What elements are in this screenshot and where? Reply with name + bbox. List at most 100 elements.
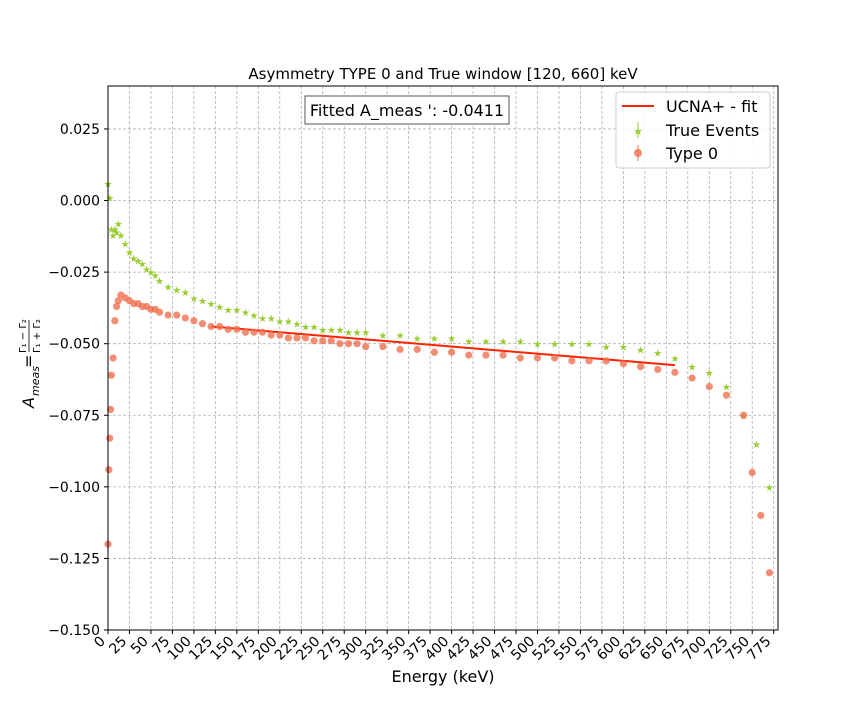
true-event-point: ★ bbox=[232, 305, 241, 316]
type0-point bbox=[430, 348, 439, 356]
true-event-point: ★ bbox=[722, 383, 731, 394]
y-tick-label: −0.150 bbox=[48, 623, 100, 639]
type0-point bbox=[671, 368, 679, 376]
type0-point bbox=[551, 354, 559, 362]
type0-point bbox=[636, 362, 645, 371]
type0-point bbox=[267, 331, 275, 339]
type0-point bbox=[353, 340, 361, 348]
fit-annotation: Fitted A_meas ': -0.0411 bbox=[304, 95, 510, 125]
true-event-point: ★ bbox=[335, 325, 344, 336]
true-event-point: ★ bbox=[258, 314, 267, 325]
type0-point bbox=[447, 348, 456, 356]
true-event-point: ★ bbox=[198, 297, 207, 308]
true-event-point: ★ bbox=[670, 354, 679, 365]
true-event-point: ★ bbox=[121, 239, 130, 250]
true-event-point: ★ bbox=[533, 340, 542, 351]
true-event-point: ★ bbox=[129, 254, 138, 265]
true-event-point: ★ bbox=[396, 331, 405, 342]
type0-point bbox=[482, 351, 490, 359]
type0-point bbox=[705, 383, 713, 391]
true-event-point: ★ bbox=[109, 231, 118, 242]
true-event-point: ★ bbox=[765, 483, 774, 494]
type0-point bbox=[765, 569, 774, 577]
true-event-point: ★ bbox=[327, 325, 336, 336]
true-event-point: ★ bbox=[688, 363, 697, 374]
type0-point bbox=[250, 328, 258, 336]
type0-point bbox=[259, 328, 267, 336]
type0-point bbox=[164, 311, 172, 319]
fit-line-layer bbox=[210, 325, 676, 367]
type0-point bbox=[107, 371, 116, 379]
true-event-point: ★ bbox=[105, 194, 114, 205]
true-event-point: ★ bbox=[516, 337, 525, 348]
y-tick-label: −0.125 bbox=[48, 551, 100, 567]
type0-point bbox=[602, 357, 610, 365]
true-event-point: ★ bbox=[378, 331, 387, 342]
true-event-point: ★ bbox=[125, 248, 134, 259]
type0-point bbox=[241, 328, 250, 336]
true-event-point: ★ bbox=[301, 323, 310, 334]
true-event-point: ★ bbox=[361, 328, 370, 339]
true-event-point: ★ bbox=[752, 440, 761, 451]
type0-point bbox=[155, 308, 164, 316]
type0-point bbox=[568, 357, 576, 365]
true-event-point: ★ bbox=[207, 300, 216, 311]
type0-point bbox=[216, 322, 224, 331]
type0-point bbox=[396, 345, 404, 354]
true-event-point: ★ bbox=[602, 343, 611, 354]
type0-point bbox=[106, 405, 115, 414]
type0-point bbox=[276, 331, 284, 339]
true-event-point: ★ bbox=[138, 260, 147, 271]
true-event-point: ★ bbox=[181, 288, 190, 299]
fit-line bbox=[210, 325, 676, 367]
true-event-point: ★ bbox=[344, 328, 353, 339]
true-event-point: ★ bbox=[413, 334, 422, 345]
y-label-sub: meas bbox=[29, 366, 42, 396]
type0-point bbox=[516, 354, 524, 362]
type0-point bbox=[233, 325, 241, 333]
annotation-text: Fitted A_meas ': -0.0411 bbox=[310, 101, 504, 121]
y-label-main: A bbox=[19, 397, 38, 409]
true-event-point: ★ bbox=[464, 337, 473, 348]
true-event-point: ★ bbox=[146, 268, 155, 279]
true-event-point: ★ bbox=[172, 285, 181, 296]
true-event-point: ★ bbox=[241, 308, 250, 319]
y-tick-label: −0.025 bbox=[48, 265, 100, 281]
type0-point bbox=[336, 340, 344, 348]
y-label-numerator: Γ₁ − Γ₂ bbox=[18, 319, 29, 353]
true-event-point: ★ bbox=[114, 219, 123, 230]
type0-point bbox=[722, 391, 731, 399]
y-axis-label: A meas = Γ₁ − Γ₂ Γ₁ + Γ₂ bbox=[18, 319, 43, 409]
true-event-point: ★ bbox=[275, 317, 284, 328]
true-event-point: ★ bbox=[567, 340, 576, 351]
true-event-point: ★ bbox=[134, 257, 143, 268]
true-event-point: ★ bbox=[267, 314, 276, 325]
y-tick-label: 0.000 bbox=[60, 194, 100, 210]
plot-frame bbox=[107, 85, 779, 631]
true-event-point: ★ bbox=[447, 334, 456, 345]
type0-point bbox=[344, 340, 353, 348]
type0-point bbox=[190, 317, 198, 325]
legend-true-label: True Events bbox=[665, 121, 759, 140]
true-event-point: ★ bbox=[112, 228, 121, 239]
true-event-point: ★ bbox=[310, 323, 319, 334]
y-label-denominator: Γ₁ + Γ₂ bbox=[32, 319, 43, 353]
true-event-point: ★ bbox=[164, 282, 173, 293]
type0-point bbox=[413, 345, 421, 354]
true-event-point: ★ bbox=[619, 343, 628, 354]
legend: UCNA+ - fit ★ True Events Type 0 bbox=[615, 91, 771, 169]
type0-point bbox=[112, 302, 121, 311]
annotation-box bbox=[304, 95, 510, 125]
true-event-point: ★ bbox=[107, 225, 116, 236]
type0-point bbox=[173, 311, 181, 319]
type0-point bbox=[585, 357, 593, 365]
y-ticks: 0.025 0.000 −0.025 −0.050 −0.075 −0.100 −0.125… bbox=[48, 122, 108, 639]
true-event-point: ★ bbox=[151, 271, 160, 282]
true-event-point: ★ bbox=[215, 302, 224, 313]
type0-point bbox=[757, 511, 765, 520]
type0-point bbox=[740, 411, 748, 419]
type0-point bbox=[111, 317, 119, 325]
legend-true-swatch: ★ bbox=[633, 122, 643, 138]
type0-point bbox=[310, 337, 318, 345]
